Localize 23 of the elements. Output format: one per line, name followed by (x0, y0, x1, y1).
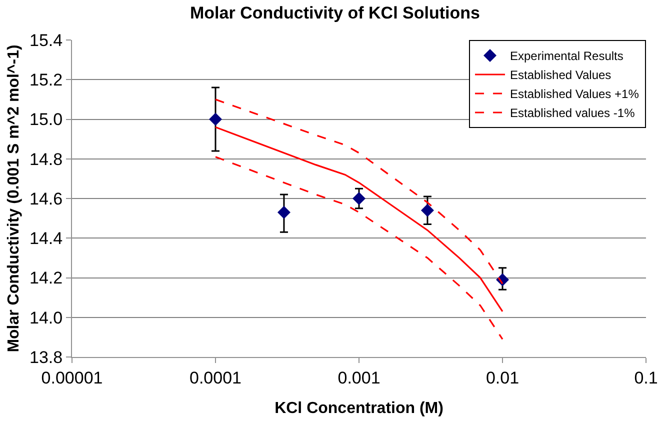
x-tick-label: 0.00001 (41, 368, 103, 388)
x-tick-label: 0.1 (634, 368, 658, 388)
y-tick-label: 14.4 (30, 229, 63, 248)
y-tick-label: 14.8 (30, 150, 63, 169)
legend-label: Established Values (510, 68, 612, 82)
legend-label: Experimental Results (510, 49, 624, 64)
y-tick-label: 14.2 (30, 268, 63, 288)
y-tick-label: 15.2 (30, 70, 63, 90)
y-tick-label: 15.0 (30, 110, 63, 130)
y-tick-label: 14.6 (30, 189, 63, 208)
y-axis-title: Molar Conductivity (0.001 S m^2 mol^-1) (5, 44, 22, 352)
y-tick-label: 14.0 (30, 308, 63, 328)
x-tick-label: 0.01 (486, 368, 520, 388)
y-tick-label: 15.4 (30, 30, 63, 50)
chart-title: Molar Conductivity of KCl Solutions (190, 3, 480, 22)
point (352, 192, 366, 205)
x-tick-label: 0.0001 (190, 368, 242, 388)
x-tick-label: 0.001 (338, 368, 380, 388)
x-axis-title: KCl Concentration (M) (274, 400, 444, 418)
legend-label: Established Values +1% (510, 87, 640, 102)
legend-label: Established values -1% (510, 106, 636, 120)
y-tick-label: 13.8 (30, 348, 63, 367)
point (209, 112, 222, 126)
